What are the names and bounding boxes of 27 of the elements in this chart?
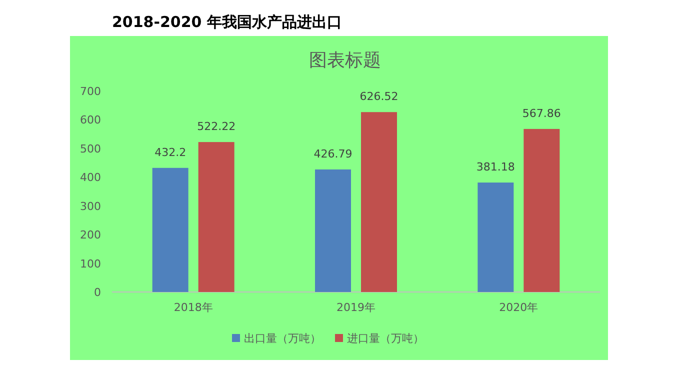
chart-subtitle: 图表标题 [309, 50, 381, 71]
data-label: 426.79 [314, 147, 352, 160]
y-tick-label: 200 [80, 228, 101, 242]
bar [152, 168, 188, 292]
bar [315, 169, 351, 292]
chart-title: 2018-2020 年我国水产品进出口 [112, 13, 342, 31]
y-tick-label: 700 [80, 85, 101, 98]
data-label: 522.22 [197, 120, 236, 134]
y-tick-label: 100 [80, 257, 101, 270]
y-tick-label: 0 [94, 286, 101, 299]
x-tick-label: 2018年 [174, 301, 213, 314]
data-label: 626.52 [360, 90, 398, 104]
y-tick-label: 300 [80, 200, 101, 213]
data-label: 567.86 [522, 106, 561, 120]
bar [524, 128, 560, 292]
data-label: 381.18 [476, 160, 515, 174]
legend-label: 进口量（万吨） [347, 332, 424, 345]
data-label: 432.2 [154, 146, 186, 159]
bar [478, 182, 514, 292]
x-tick-label: 2019年 [336, 301, 376, 314]
y-tick-label: 400 [80, 171, 101, 184]
y-tick-label: 600 [80, 114, 101, 127]
x-tick-label: 2020年 [499, 301, 538, 314]
y-tick-label: 500 [80, 142, 101, 156]
bar [361, 112, 397, 292]
bar [198, 142, 234, 292]
legend-label: 出口量（万吨） [244, 332, 321, 345]
